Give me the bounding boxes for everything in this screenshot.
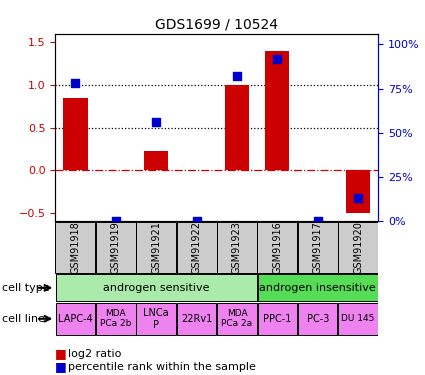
Bar	[346, 170, 370, 213]
FancyBboxPatch shape	[298, 222, 338, 273]
FancyBboxPatch shape	[55, 222, 96, 273]
Point	[193, 218, 200, 224]
FancyBboxPatch shape	[258, 274, 378, 302]
Text: percentile rank within the sample: percentile rank within the sample	[68, 362, 256, 372]
FancyBboxPatch shape	[258, 303, 297, 335]
FancyBboxPatch shape	[56, 303, 95, 335]
Text: LAPC-4: LAPC-4	[58, 314, 93, 324]
Text: GSM91923: GSM91923	[232, 221, 242, 274]
Text: androgen sensitive: androgen sensitive	[103, 283, 210, 293]
FancyBboxPatch shape	[176, 222, 217, 273]
Text: GSM91918: GSM91918	[71, 221, 80, 274]
FancyBboxPatch shape	[298, 303, 337, 335]
Text: DU 145: DU 145	[341, 314, 375, 323]
Bar	[144, 152, 168, 170]
Point	[314, 218, 321, 224]
Text: PC-3: PC-3	[306, 314, 329, 324]
FancyBboxPatch shape	[96, 222, 136, 273]
Point	[274, 56, 280, 62]
FancyBboxPatch shape	[56, 274, 257, 302]
FancyBboxPatch shape	[217, 303, 257, 335]
Text: 22Rv1: 22Rv1	[181, 314, 212, 324]
Bar	[63, 98, 88, 170]
Text: ■: ■	[55, 360, 67, 373]
Bar	[225, 85, 249, 170]
Text: GSM91921: GSM91921	[151, 221, 161, 274]
Point	[112, 218, 119, 224]
FancyBboxPatch shape	[96, 303, 136, 335]
Text: cell type: cell type	[2, 283, 50, 292]
Text: LNCa
P: LNCa P	[143, 308, 169, 330]
Bar	[265, 51, 289, 170]
Title: GDS1699 / 10524: GDS1699 / 10524	[155, 17, 278, 31]
Point	[354, 195, 361, 201]
FancyBboxPatch shape	[177, 303, 216, 335]
Text: log2 ratio: log2 ratio	[68, 349, 122, 358]
FancyBboxPatch shape	[217, 222, 257, 273]
Text: PPC-1: PPC-1	[263, 314, 292, 324]
Point	[233, 73, 240, 79]
Text: ■: ■	[55, 347, 67, 360]
Point	[153, 119, 159, 125]
Text: GSM91922: GSM91922	[192, 221, 201, 274]
Text: GSM91916: GSM91916	[272, 221, 282, 274]
FancyBboxPatch shape	[136, 222, 176, 273]
Text: GSM91919: GSM91919	[111, 221, 121, 274]
Text: androgen insensitive: androgen insensitive	[259, 283, 376, 293]
Text: MDA
PCa 2b: MDA PCa 2b	[100, 309, 131, 328]
Text: GSM91917: GSM91917	[313, 221, 323, 274]
FancyBboxPatch shape	[257, 222, 298, 273]
FancyBboxPatch shape	[136, 303, 176, 335]
Text: GSM91920: GSM91920	[353, 221, 363, 274]
Text: MDA
PCa 2a: MDA PCa 2a	[221, 309, 252, 328]
FancyBboxPatch shape	[338, 303, 378, 335]
Text: cell line: cell line	[2, 314, 45, 324]
FancyBboxPatch shape	[338, 222, 378, 273]
Point	[72, 80, 79, 86]
